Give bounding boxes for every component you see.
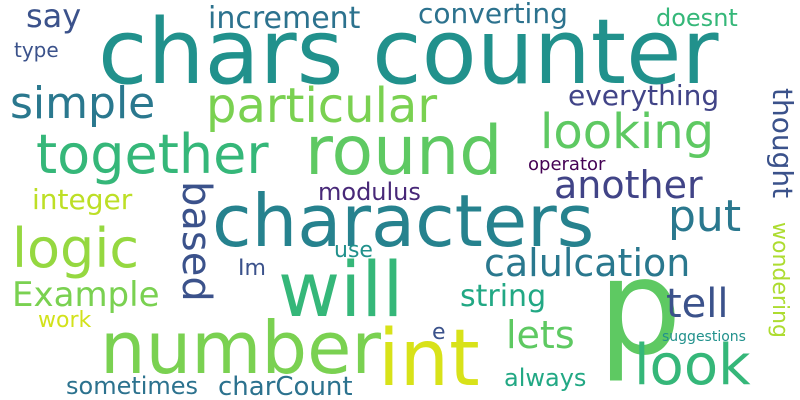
word-modulus: modulus [318,180,421,204]
word-example: Example [12,278,160,312]
word-everything: everything [568,82,719,110]
word-calulcation: calulcation [484,244,690,282]
word-sometimes: sometimes [66,374,198,398]
word-work: work [38,310,91,332]
word-type: type [14,40,59,60]
word-look: look [634,338,751,394]
word-operator: operator [528,156,605,174]
word-use: use [334,240,373,262]
word-based: based [176,181,216,302]
word-suggestions: suggestions [662,330,746,344]
word-always: always [504,366,586,390]
word-string: string [460,282,546,312]
word-tell: tell [666,284,729,324]
word-looking: looking [540,108,714,156]
word-integer: integer [32,186,132,214]
word-im: Im [238,258,266,280]
word-will: will [278,252,404,328]
word-doesnt: doesnt [656,6,738,30]
word-wondering: wondering [768,222,790,338]
word-simple: simple [10,82,155,126]
word-lets: lets [506,316,575,354]
word-say: say [26,0,81,32]
word-particular: particular [206,82,437,130]
word-logic: logic [12,222,139,276]
word-charcount: charCount [218,374,353,400]
word-increment: increment [208,4,360,34]
word-converting: converting [418,0,568,28]
word-e: e [432,322,446,344]
word-thought: thought [768,88,796,198]
word-together: together [36,128,269,182]
